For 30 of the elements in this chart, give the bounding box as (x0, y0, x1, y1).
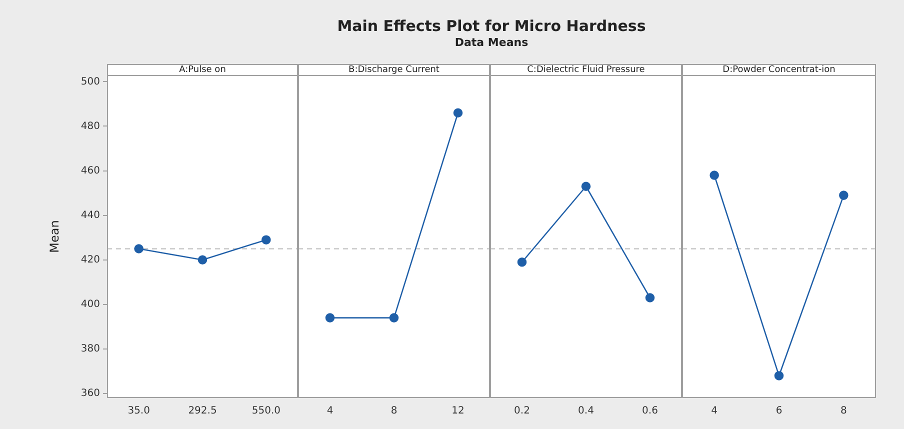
y-tick-label: 420 (80, 254, 100, 266)
text: Data Means (454, 36, 530, 50)
y-tick-label: 500 (80, 76, 100, 88)
point (262, 235, 271, 244)
x-tick-label: 292.5 (188, 406, 217, 417)
chart-title: C:Dielectric Fluid Pressure (490, 64, 682, 75)
x-tick-label: 6 (776, 406, 782, 417)
y-tick-label: 460 (80, 165, 100, 176)
y-axis-title: Mean (47, 220, 62, 253)
x-tick-label: 8 (390, 406, 398, 417)
chart-title: D:Powder Concentrat-ion (682, 64, 876, 75)
x-tick-label: 0.4 (578, 406, 594, 417)
x-tick-label: 12 (452, 406, 464, 417)
text: Main Effects Plot for Micro Hardness (336, 16, 647, 36)
x-tick-label: 550.0 (252, 406, 280, 417)
y-tick-label: 380 (80, 344, 100, 355)
x-tick-label: 8 (840, 406, 847, 417)
y-tick-label: 400 (80, 299, 100, 310)
x-tick-label: 4 (711, 406, 718, 417)
chart-title: A:Pulse on (107, 64, 298, 75)
x-tick-label: 4 (326, 406, 334, 417)
y-tick-label: 440 (80, 210, 100, 221)
point (198, 255, 208, 265)
chart-title: B:Discharge Current (298, 64, 490, 75)
point (134, 244, 144, 254)
y-tick-label: 360 (80, 388, 100, 400)
x-tick-label: 0.2 (514, 406, 530, 417)
x-tick-label: 0.6 (642, 406, 658, 417)
y-tick-label: 480 (80, 120, 100, 132)
x-tick-label: 35.0 (128, 406, 150, 417)
